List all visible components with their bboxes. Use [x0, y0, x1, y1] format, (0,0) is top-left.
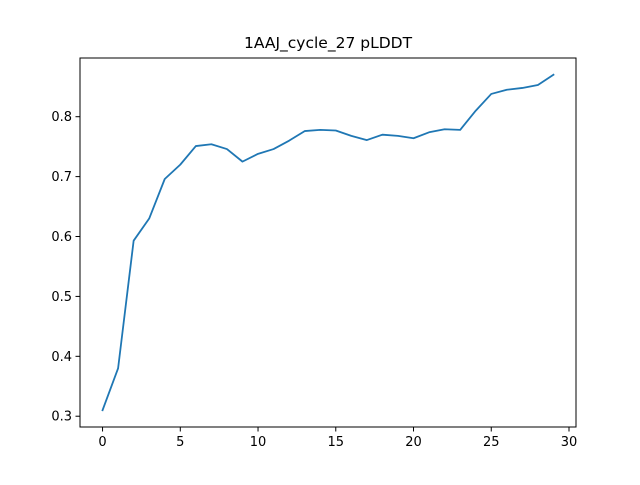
x-tick-label: 15	[328, 435, 345, 450]
x-tick-label: 20	[405, 435, 422, 450]
x-tick-label: 30	[561, 435, 578, 450]
y-tick-label: 0.6	[51, 230, 72, 245]
axes: 0 5 10 15 20 25 30 0.3 0.4 0.5 0.6 0.7 0.8	[51, 110, 577, 450]
x-tick-label: 10	[250, 435, 267, 450]
x-tick-label: 5	[176, 435, 184, 450]
x-tick-label: 0	[98, 435, 106, 450]
series-layer	[101, 73, 555, 412]
y-tick-label: 0.4	[51, 350, 72, 365]
y-tick-label: 0.5	[51, 290, 72, 305]
y-tick-label: 0.3	[51, 410, 72, 425]
plot-frame	[79, 57, 577, 428]
series-line	[101, 73, 555, 412]
y-tick-label: 0.7	[51, 170, 72, 185]
x-tick-label: 25	[483, 435, 500, 450]
y-tick-label: 0.8	[51, 110, 72, 125]
chart-title: 1AAJ_cycle_27 pLDDT	[244, 34, 413, 53]
